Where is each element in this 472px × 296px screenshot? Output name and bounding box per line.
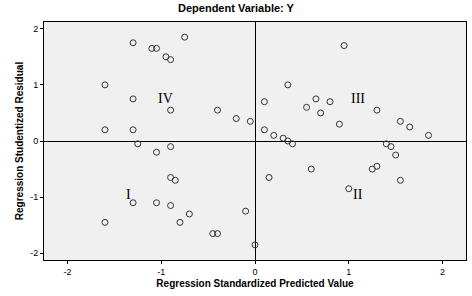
svg-text:I: I xyxy=(126,187,131,202)
svg-text:Regression Standardized Predic: Regression Standardized Predicted Value xyxy=(156,278,354,289)
svg-text:Dependent Variable: Y: Dependent Variable: Y xyxy=(178,2,295,14)
svg-text:III: III xyxy=(351,91,365,106)
svg-text:Regression Studentized Residua: Regression Studentized Residual xyxy=(14,62,25,221)
svg-text:-1: -1 xyxy=(157,267,165,277)
svg-text:IV: IV xyxy=(158,91,173,106)
svg-text:0: 0 xyxy=(252,267,257,277)
svg-text:II: II xyxy=(353,187,363,202)
svg-text:-2: -2 xyxy=(30,248,38,258)
svg-text:0: 0 xyxy=(33,136,38,146)
svg-text:1: 1 xyxy=(33,80,38,90)
svg-text:2: 2 xyxy=(440,267,445,277)
svg-text:2: 2 xyxy=(33,24,38,34)
svg-text:-2: -2 xyxy=(63,267,71,277)
svg-text:1: 1 xyxy=(346,267,351,277)
svg-text:-1: -1 xyxy=(30,192,38,202)
